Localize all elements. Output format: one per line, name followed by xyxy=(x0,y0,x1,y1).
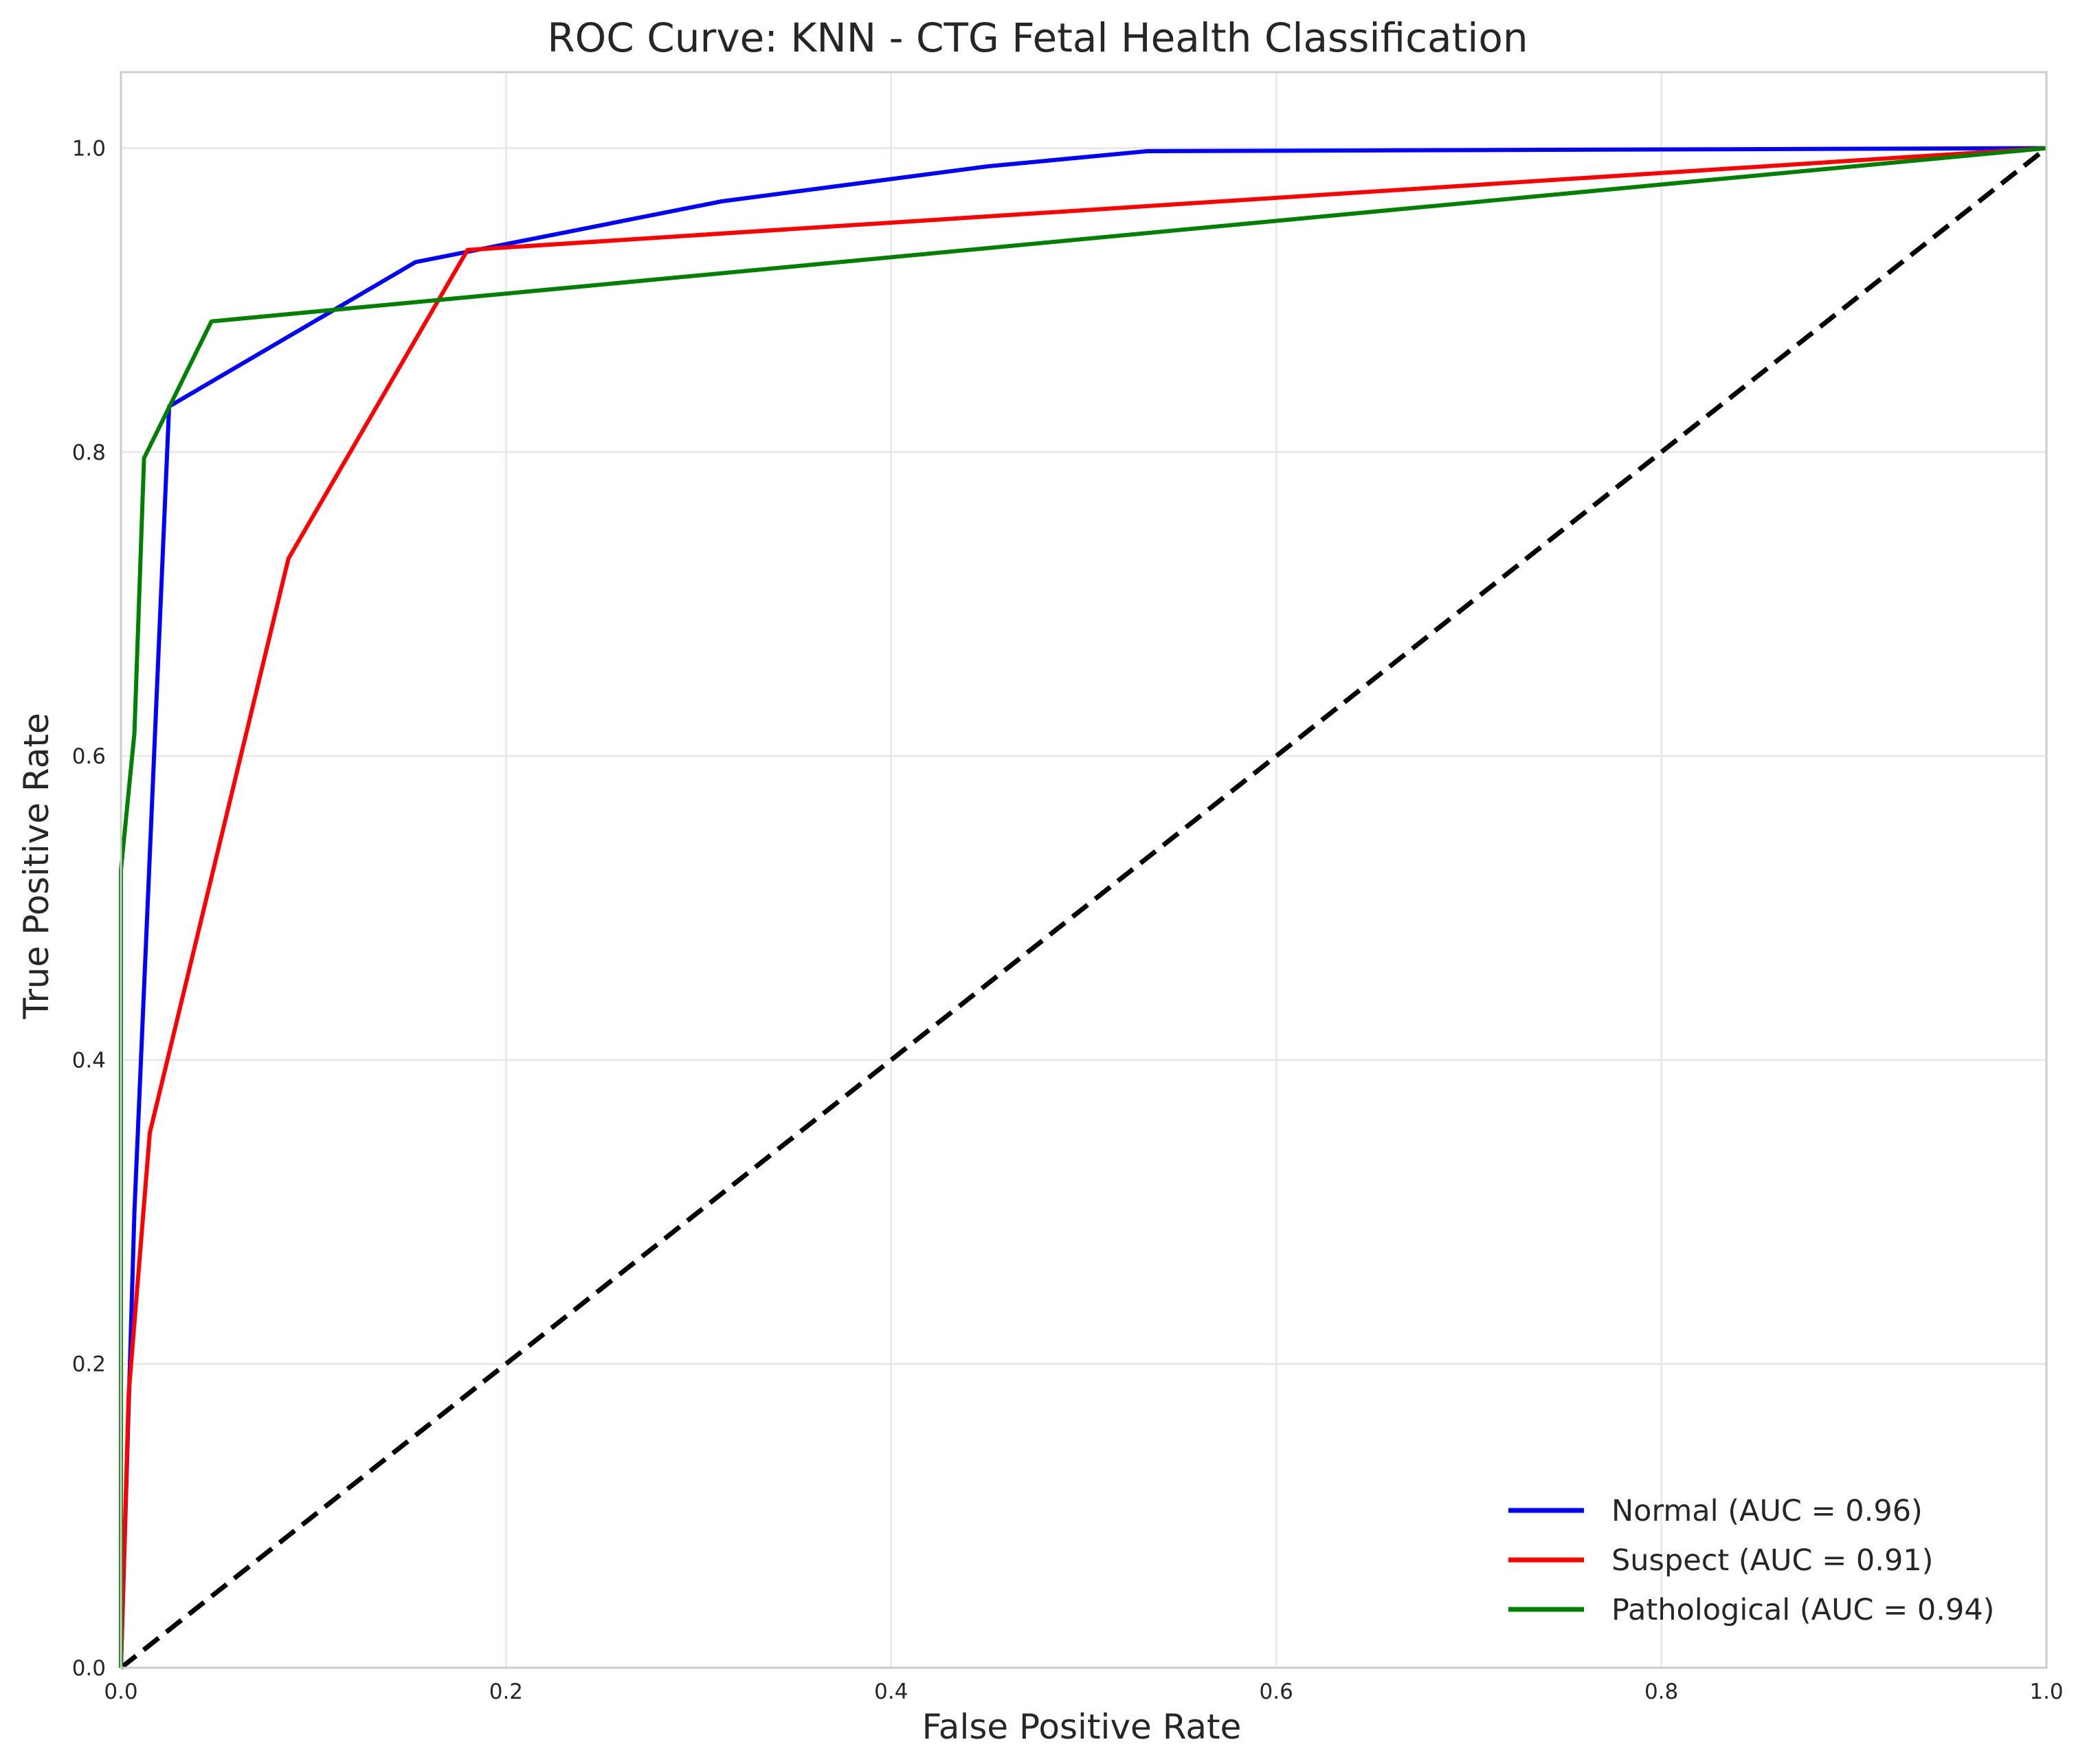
y-tick-label: 0.8 xyxy=(72,440,106,465)
y-tick-label: 1.0 xyxy=(72,137,106,161)
roc-curve-suspect xyxy=(119,146,2047,1668)
y-tick-label: 0.2 xyxy=(72,1352,106,1377)
diagonal-reference-line xyxy=(119,146,2049,1670)
legend-label-normal: Normal (AUC = 0.96) xyxy=(1611,1494,1923,1528)
grid-lines xyxy=(120,72,2048,1669)
roc-curve-normal xyxy=(119,146,2047,1668)
legend-label-suspect: Suspect (AUC = 0.91) xyxy=(1611,1543,1933,1578)
x-tick-label: 0.4 xyxy=(874,1679,908,1704)
y-axis-label: True Positive Rate xyxy=(16,713,56,1019)
tick-labels: 0.0 0.2 0.4 0.6 0.8 1.0 0.0 0.2 0.4 0.6 0.8 1.0 xyxy=(72,137,2064,1704)
x-tick-label: 0.0 xyxy=(104,1679,137,1704)
legend: Normal (AUC = 0.96) Suspect (AUC = 0.91)… xyxy=(1508,1494,1994,1627)
x-tick-label: 0.6 xyxy=(1260,1679,1293,1704)
x-tick-label: 0.2 xyxy=(489,1679,523,1704)
plot-frame xyxy=(120,71,2048,1669)
chart-title: ROC Curve: KNN - CTG Fetal Health Classi… xyxy=(547,14,1528,61)
y-tick-label: 0.0 xyxy=(72,1656,106,1681)
x-axis-label: False Positive Rate xyxy=(922,1707,1242,1747)
x-tick-label: 0.8 xyxy=(1644,1679,1678,1704)
legend-label-pathological: Pathological (AUC = 0.94) xyxy=(1611,1593,1994,1627)
y-tick-label: 0.6 xyxy=(72,744,106,769)
y-tick-label: 0.4 xyxy=(72,1048,106,1073)
x-tick-label: 1.0 xyxy=(2029,1679,2063,1704)
